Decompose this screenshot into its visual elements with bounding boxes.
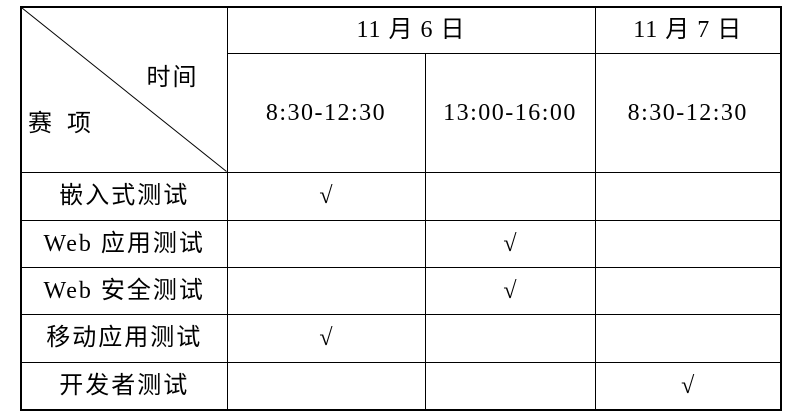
cell-embedded-nov7am [594,171,782,221]
checkmark-cell-mobile-nov6am: √ [226,313,426,363]
row-label-web-security-test: Web 安全测试 [20,266,228,315]
date-header-nov7: 11 月 7 日 [594,6,782,54]
table-row-web-security-test: Web 安全测试 √ [20,266,782,315]
table-row-embedded-test: 嵌入式测试 √ [20,171,782,221]
date-header-nov6: 11 月 6 日 [226,6,596,54]
cell-websec-nov6am [226,266,426,315]
cell-webapp-nov6am [226,219,426,268]
table-row-web-app-test: Web 应用测试 √ [20,219,782,268]
checkmark-cell-embedded-nov6am: √ [226,171,426,221]
cell-mobile-nov6pm [424,313,596,363]
date-header-row: 时间 赛 项 11 月 6 日 11 月 7 日 [20,6,782,173]
corner-label-time: 时间 [146,65,199,91]
checkmark-cell-webapp-nov6pm: √ [424,219,596,268]
table-row-developer-test: 开发者测试 √ [20,361,782,411]
row-label-developer-test: 开发者测试 [20,361,228,411]
time-header-nov7-am: 8:30-12:30 [594,52,782,173]
diagonal-divider-line [22,8,226,171]
corner-header-cell: 时间 赛 项 [20,6,228,173]
time-header-row: 8:30-12:30 13:00-16:00 8:30-12:30 [21,52,782,173]
cell-embedded-nov6pm [424,171,596,221]
cell-webapp-nov7am [594,219,782,268]
corner-label-event: 赛 项 [28,111,92,137]
row-label-mobile-app-test: 移动应用测试 [20,313,228,363]
table-row-mobile-app-test: 移动应用测试 √ [20,313,782,363]
time-header-nov6-am: 8:30-12:30 [226,52,426,173]
checkmark-cell-developer-nov7am: √ [594,361,782,411]
competition-schedule-table: 时间 赛 项 11 月 6 日 11 月 7 日 8:30-12:30 13:0… [20,6,782,411]
cell-mobile-nov7am [594,313,782,363]
time-header-nov6-pm: 13:00-16:00 [424,52,596,173]
row-label-embedded-test: 嵌入式测试 [20,171,228,221]
row-label-web-app-test: Web 应用测试 [20,219,228,268]
checkmark-cell-websec-nov6pm: √ [424,266,596,315]
cell-websec-nov7am [594,266,782,315]
cell-developer-nov6pm [424,361,596,411]
cell-developer-nov6am [226,361,426,411]
